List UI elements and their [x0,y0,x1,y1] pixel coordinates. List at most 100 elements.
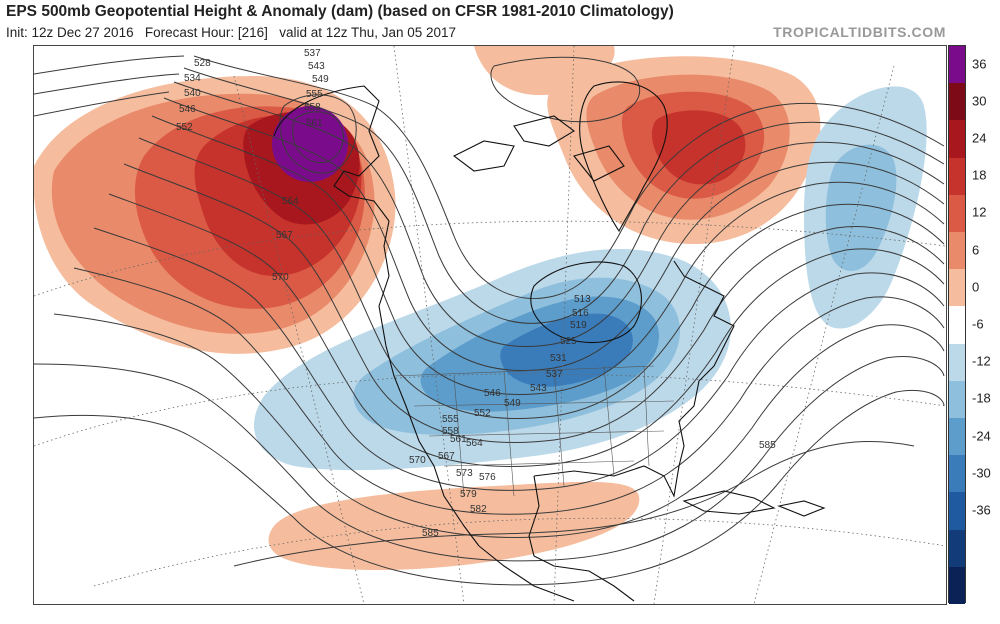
contour-line [34,356,945,562]
border-line [393,365,655,377]
contour-line [34,55,185,75]
contour-line [292,111,344,164]
contour-label: 531 [550,353,567,364]
colorbar-segment [949,194,965,233]
border-line [443,460,635,467]
forecast-hour: Forecast Hour: [216] [144,25,268,40]
latitude-line [34,373,946,447]
chart-title: EPS 500mb Geopotential Height & Anomaly … [6,3,674,20]
contour-label: 525 [560,336,577,347]
contour-line [279,94,357,174]
contour-label: 564 [466,438,483,449]
colorbar-segment [949,120,965,159]
colorbar-segment [949,455,965,493]
atlantic-coast [673,260,735,467]
contour-label: 546 [179,104,196,115]
hudson-bay [530,261,642,343]
colorbar-segment [949,492,965,531]
contour-label: 552 [176,122,193,133]
trough-neg-24 [500,313,633,387]
contour-label: 573 [456,468,473,479]
coastlines [273,81,826,602]
contour-label: 585 [422,528,439,539]
mexico-coast [478,475,635,602]
contour-line [34,390,945,586]
contour-label: 558 [304,102,321,113]
contour-line [53,313,945,538]
contour-line [34,91,170,117]
colorbar-label: 30 [972,93,987,109]
contour-label: 552 [474,408,491,419]
colorbar-label: -12 [972,353,991,369]
border-line [413,400,675,407]
greenland-ridge-24 [651,110,746,185]
contour-line [151,115,945,395]
colorbar-segment [949,418,965,456]
contour-label: 513 [574,294,591,305]
atlantic-trough-neg-12 [825,144,897,272]
contour-line [73,267,945,515]
colorbar-segment [949,157,965,196]
contour-line [183,67,945,324]
contour-label: 549 [312,74,329,85]
contour-label: 537 [304,48,321,59]
colorbar-segment [949,83,965,121]
negative-anomaly-shading [254,86,927,471]
chart-subtitle: Init: 12z Dec 27 2016 Forecast Hour: [21… [6,25,456,40]
contour-label: 567 [276,230,293,241]
contour-line [108,193,945,467]
contour-label: 579 [460,489,477,500]
contour-line [233,440,915,567]
contour-label: 567 [438,451,455,462]
contour-label: 534 [184,73,201,84]
colorbar-segment [949,343,965,382]
colorbar-label: 36 [972,56,987,72]
colorbar-label: 6 [972,242,980,258]
colorbar-label: 12 [972,204,987,220]
colorbar-segment [949,529,965,568]
height-contours [34,55,945,586]
contour-label: 558 [442,426,459,437]
contour-label: 543 [530,383,547,394]
border-line [428,430,665,437]
contour-line [123,163,945,443]
contour-line [490,56,641,123]
longitude-line [393,46,465,604]
contour-label: 528 [194,58,211,69]
longitude-line [553,46,575,604]
colorbar-label: -24 [972,428,991,444]
subtropical-ridge-6 [268,481,640,571]
contour-label: 519 [570,320,587,331]
contour-label: 564 [282,196,299,207]
contour-label: 576 [479,472,496,483]
init-time: Init: 12z Dec 27 2016 [6,25,134,40]
western-na-coast [378,220,480,547]
colorbar-segment [949,380,965,419]
colorbar-segment [949,566,965,605]
graticule [34,46,946,604]
contour-line [93,227,945,491]
contour-labels: 528 534 540 546 552 564 567 570 537 543 … [176,48,776,539]
contour-label: 516 [572,308,589,319]
anomaly-colorbar [948,45,966,605]
alaska-coast [273,85,390,222]
colorbar-label: 0 [972,279,980,295]
hispaniola [777,500,826,517]
colorbar-label: -18 [972,390,991,406]
alaska-anomaly-max [272,106,348,182]
contour-label: 546 [484,388,501,399]
latitude-line [34,220,946,297]
border-line [503,370,515,497]
valid-time: valid at 12z Thu, Jan 05 2017 [279,25,457,40]
colorbar-segment [949,306,965,345]
greenland [579,81,668,233]
site-brand: TROPICALTIDBITS.COM [773,24,946,40]
colorbar-label: 18 [972,167,987,183]
contour-label: 555 [442,414,459,425]
contour-line [173,81,945,347]
contour-label: 561 [450,434,467,445]
colorbar-label: -6 [972,316,984,332]
contour-label: 585 [759,440,776,451]
colorbar-segment [949,232,965,270]
colorbar-label: -36 [972,502,991,518]
